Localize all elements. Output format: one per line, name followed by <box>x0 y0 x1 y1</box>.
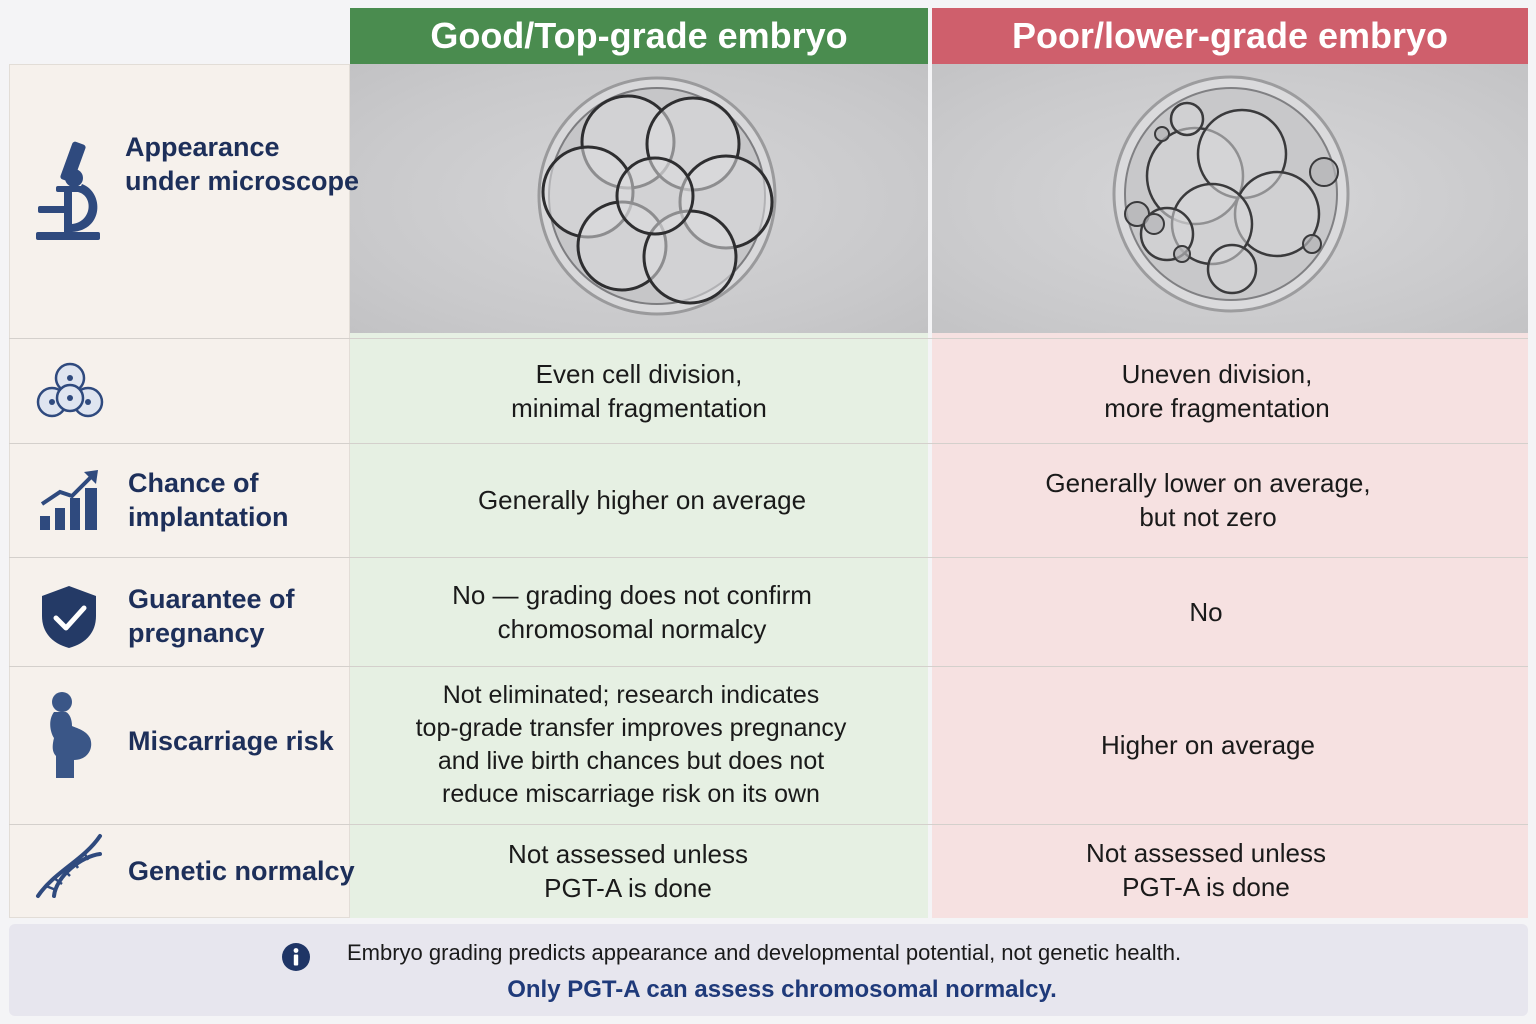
row-label-line: Guarantee of <box>128 584 295 614</box>
row-label-line: implantation <box>128 502 289 532</box>
cell-text: Even cell division, minimal fragmentatio… <box>511 358 767 423</box>
row-divider <box>9 338 1528 339</box>
cell-text: No — grading does not confirm chromosoma… <box>452 579 812 644</box>
growth-chart-icon <box>40 470 98 530</box>
dna-icon <box>36 834 102 898</box>
row-divider <box>9 666 1528 667</box>
good-guarantee: No — grading does not confirm chromosoma… <box>350 557 914 666</box>
row-label-guarantee: Guarantee of pregnancy <box>128 582 295 650</box>
footer-note <box>9 924 1528 1016</box>
footer-line-2: Only PGT-A can assess chromosomal normal… <box>507 976 1057 1003</box>
cell-text: Generally higher on average <box>477 485 807 515</box>
cell-text: No <box>1189 596 1223 627</box>
poor-miscarriage: Higher on average <box>932 666 1484 824</box>
row-divider <box>9 557 1528 558</box>
row-divider <box>9 824 1528 825</box>
footer-line-1: Embryo grading predicts appearance and d… <box>347 940 1182 965</box>
good-genetic: Not assessed unless PGT-A is done <box>350 824 906 918</box>
info-icon <box>282 943 310 971</box>
pregnant-woman-icon <box>50 692 92 778</box>
row-label-line: under microscope <box>125 166 360 196</box>
good-implantation: Generally higher on average <box>350 443 934 557</box>
row-label-implantation: Chance of implantation <box>128 466 289 534</box>
poor-embryo-micrograph <box>932 64 1528 333</box>
poor-cell-division: Uneven division, more fragmentation <box>932 338 1502 443</box>
good-miscarriage: Not eliminated; research indicates top-g… <box>350 670 912 820</box>
cell-text: Higher on average <box>1101 730 1315 760</box>
row-label-line: Chance of <box>128 468 259 498</box>
shield-check-icon <box>42 586 96 648</box>
row-label-genetic: Genetic normalcy <box>128 856 355 886</box>
row-label-miscarriage: Miscarriage risk <box>128 726 334 756</box>
poor-guarantee: No <box>932 557 1480 666</box>
cell-text: Not assessed unless PGT-A is done <box>508 839 748 903</box>
good-cell-division: Even cell division, minimal fragmentatio… <box>350 338 928 443</box>
cells-icon <box>36 362 104 418</box>
cell-text: Not eliminated; research indicates top-g… <box>415 681 847 808</box>
poor-implantation: Generally lower on average, but not zero <box>932 443 1484 557</box>
row-label-line: pregnancy <box>128 618 265 648</box>
row-divider <box>9 443 1528 444</box>
poor-genetic: Not assessed unless PGT-A is done <box>932 824 1480 916</box>
header-good-embryo: Good/Top-grade embryo <box>350 8 928 64</box>
cell-text: Not assessed unless PGT-A is done <box>1086 838 1326 902</box>
cell-text: Generally lower on average, but not zero <box>1045 468 1371 532</box>
header-poor-embryo: Poor/lower-grade embryo <box>932 8 1528 64</box>
row-label-appearance: Appearance under microscope <box>125 130 359 198</box>
good-embryo-micrograph <box>350 64 928 333</box>
microscope-icon <box>36 141 100 240</box>
cell-text: Uneven division, more fragmentation <box>1104 358 1330 423</box>
row-label-line: Appearance <box>125 132 280 162</box>
